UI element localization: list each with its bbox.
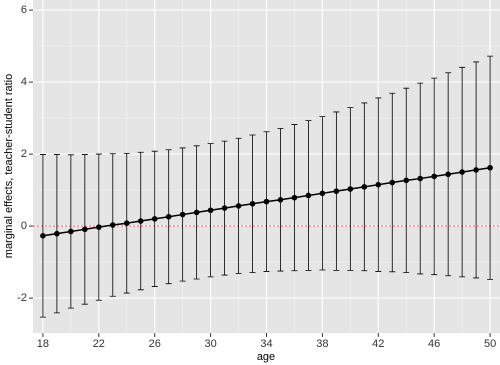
point [54, 230, 60, 237]
point [151, 216, 158, 222]
x-tick-label: 50 [484, 338, 496, 350]
y-axis-label: marginal effects, teacher-student ratio [3, 74, 15, 258]
x-tick-label: 30 [204, 338, 216, 350]
point [123, 220, 130, 226]
point [96, 224, 102, 230]
point [473, 167, 479, 173]
x-tick-label: 18 [37, 338, 49, 350]
point [333, 188, 340, 194]
point [403, 177, 410, 184]
point [417, 175, 424, 182]
point [487, 164, 493, 171]
x-axis-label: age [257, 351, 275, 363]
y-tick-label: -2 [17, 292, 27, 304]
point [40, 233, 46, 239]
point [165, 213, 172, 220]
y-tick-label: 2 [21, 148, 27, 160]
point [193, 209, 200, 216]
point [291, 194, 298, 201]
y-tick-label: 6 [21, 4, 27, 16]
point [389, 179, 396, 186]
x-tick-label: 38 [316, 338, 328, 350]
x-tick-label: 22 [93, 338, 105, 350]
point [109, 222, 116, 228]
point [263, 198, 270, 205]
y-tick-label: 0 [21, 220, 27, 232]
x-tick-label: 46 [428, 338, 440, 350]
point [319, 190, 326, 197]
point [235, 203, 242, 209]
point [221, 205, 228, 211]
point [347, 186, 354, 192]
x-tick-label: 42 [372, 338, 384, 350]
point [459, 169, 465, 175]
point [68, 228, 74, 235]
point [179, 211, 186, 218]
point [361, 184, 368, 190]
point [249, 200, 256, 207]
point [375, 181, 382, 188]
point [305, 192, 312, 199]
point [277, 197, 284, 203]
x-tick-label: 26 [149, 338, 161, 350]
point [445, 171, 451, 178]
x-tick-label: 34 [260, 338, 272, 350]
point [82, 226, 88, 233]
point [431, 173, 437, 180]
point [137, 218, 144, 224]
y-tick-label: 4 [21, 76, 27, 88]
point [207, 207, 214, 214]
